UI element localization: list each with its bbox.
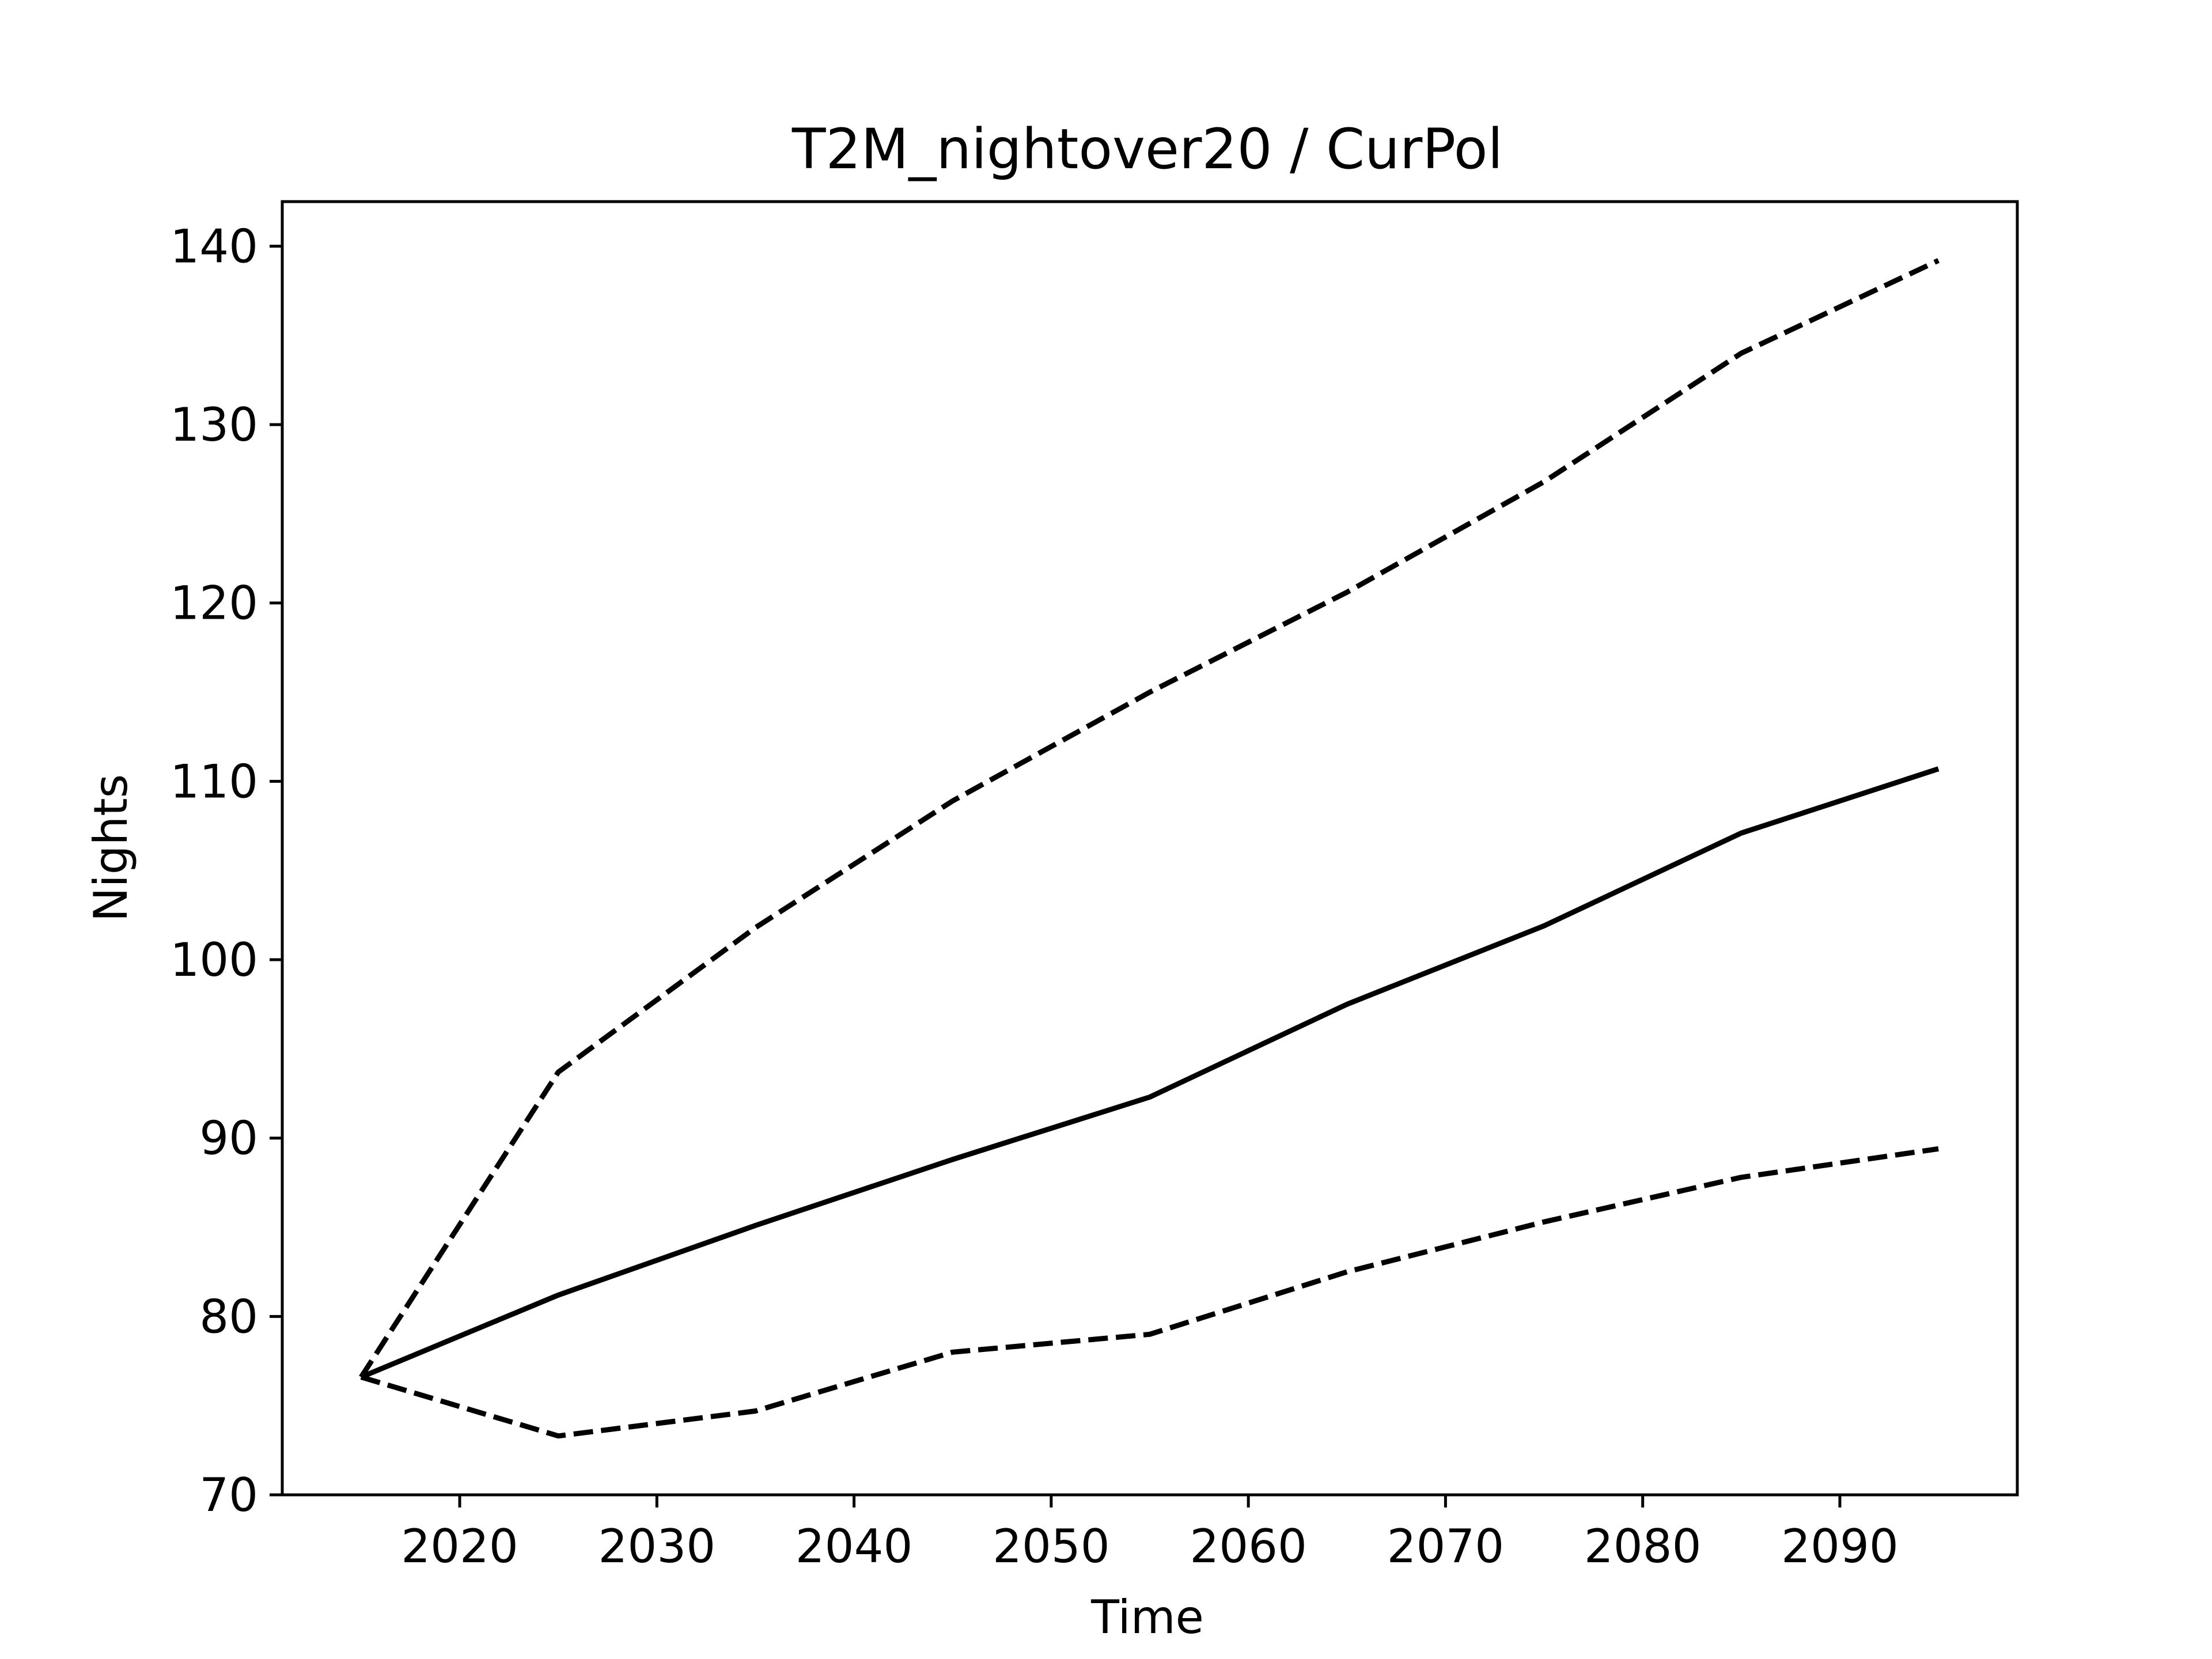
y-tick-label: 70: [199, 1468, 258, 1522]
x-tick-label: 2070: [1387, 1520, 1505, 1573]
y-axis: 70 80 90 100 110 120 130 140: [170, 219, 282, 1522]
x-tick-label: 2020: [401, 1520, 518, 1573]
y-axis-label: Nights: [84, 774, 138, 922]
y-tick-label: 130: [170, 398, 258, 452]
y-tick-label: 140: [170, 219, 258, 273]
dashed-series-line: [359, 258, 1940, 1379]
x-tick-label: 2080: [1584, 1520, 1702, 1573]
x-tick-label: 2090: [1781, 1520, 1899, 1573]
x-tick-label: 2060: [1190, 1520, 1307, 1573]
y-tick-label: 80: [199, 1290, 258, 1343]
x-tick-label: 2050: [993, 1520, 1110, 1573]
y-tick-label: 110: [170, 755, 258, 808]
solid-series-line: [360, 766, 1940, 1380]
x-tick-label: 2030: [599, 1520, 716, 1573]
chart-title: T2M_nightover20 / CurPol: [791, 117, 1503, 181]
axes-frame: [281, 200, 2019, 1497]
y-tick-label: 100: [170, 933, 258, 987]
x-tick-label: 2040: [796, 1520, 913, 1573]
x-axis: 2020 2030 2040 2050 2060 2070 2080 2090: [401, 1495, 1899, 1573]
plot-lines: [359, 258, 1940, 1439]
y-tick-label: 90: [199, 1112, 258, 1165]
dashed-series-line: [360, 1146, 1939, 1439]
y-tick-label: 120: [170, 577, 258, 630]
x-axis-label: Time: [1090, 1590, 1204, 1644]
